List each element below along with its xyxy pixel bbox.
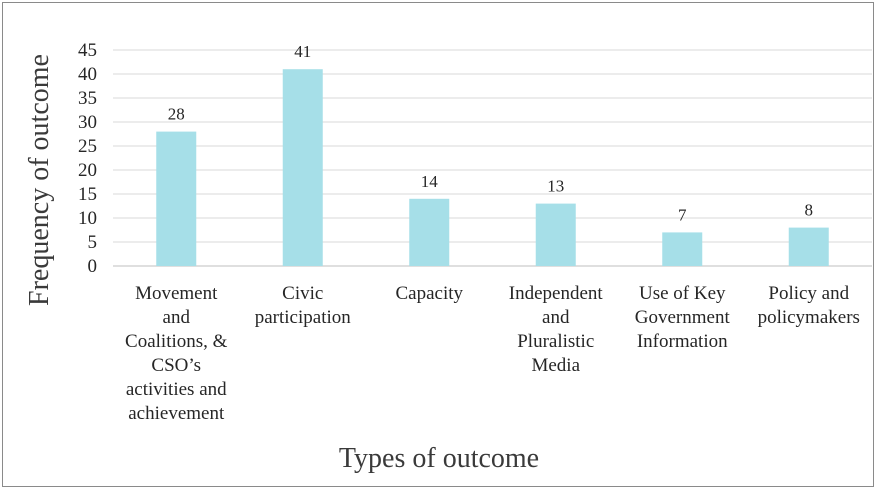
bar-5 [788,227,829,266]
bar-3 [535,203,576,266]
x-tick-label: Movement and Coalitions, & CSO’s activit… [125,283,228,424]
y-tick-label: 45 [78,40,97,61]
data-label: 8 [805,201,814,220]
y-tick-label: 5 [88,232,98,253]
data-label: 28 [168,105,185,124]
data-label: 14 [421,172,439,191]
y-axis-title: Frequency of outcome [24,54,55,306]
data-label: 13 [547,177,564,196]
y-tick-label: 0 [88,256,98,277]
x-tick-label: Use of Key Government Information [634,283,730,352]
x-tick-label: Policy and policymakers [757,283,860,328]
data-label: 41 [294,42,311,61]
x-tick-label: Independent and Pluralistic Media [508,283,603,376]
y-tick-label: 40 [78,64,97,85]
y-tick-label: 35 [78,88,97,109]
y-tick-label: 15 [78,184,97,205]
y-tick-label: 25 [78,136,97,157]
bar-0 [156,131,197,266]
bar-2 [409,198,450,266]
x-tick-label: Capacity [395,283,464,304]
x-axis-title: Types of outcome [338,443,540,474]
data-label: 7 [678,205,687,224]
bar-1 [282,69,323,266]
y-tick-label: 10 [78,208,97,229]
y-tick-label: 20 [78,160,97,181]
bar-4 [662,232,703,266]
x-tick-label: Civic participation [254,283,351,328]
y-tick-label: 30 [78,112,97,133]
